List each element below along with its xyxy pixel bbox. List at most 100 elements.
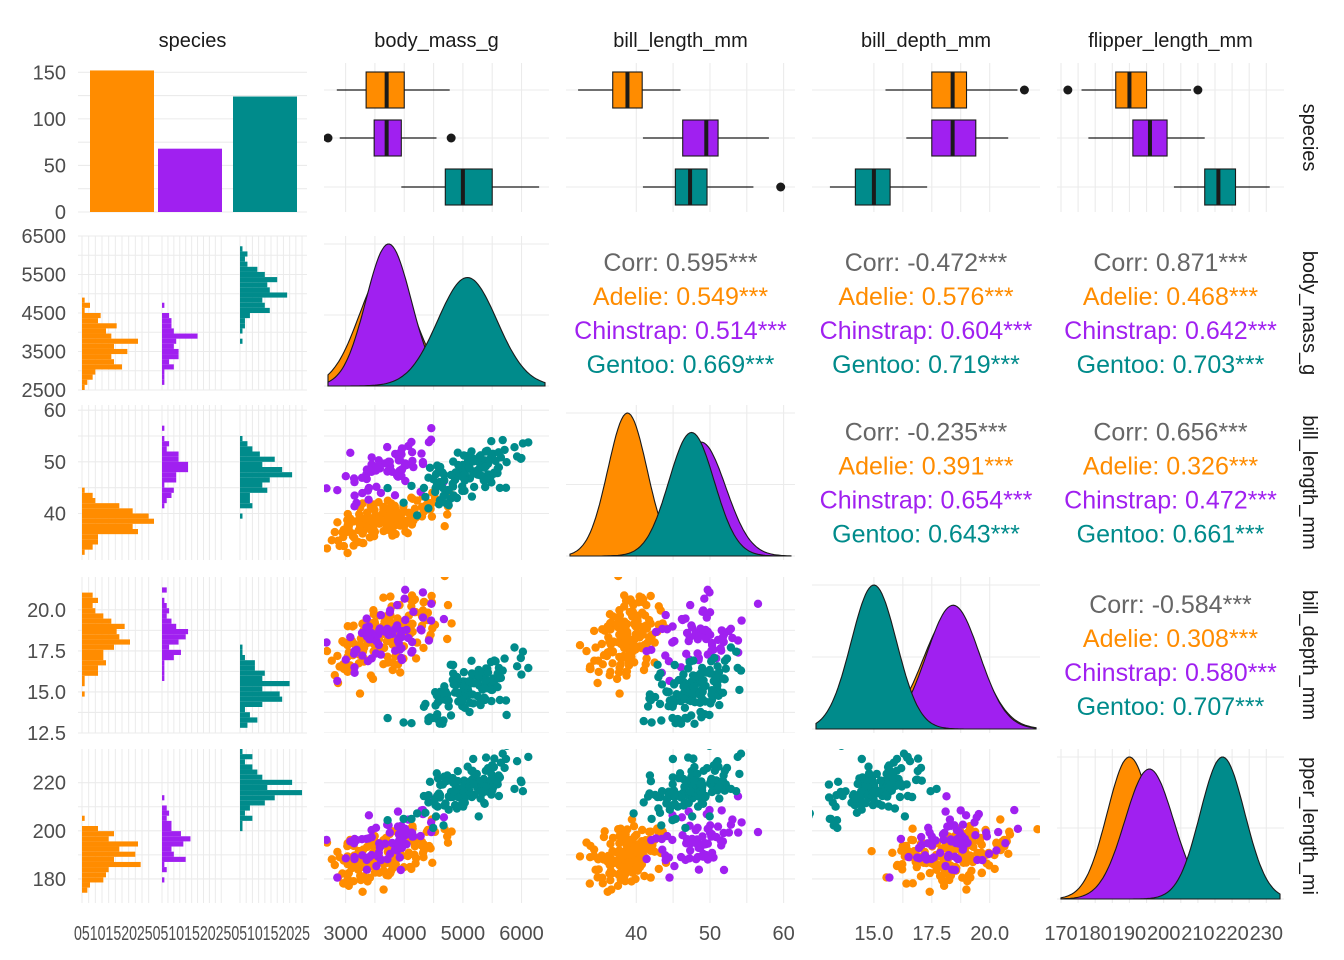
point-Chinstrap	[961, 811, 971, 820]
hist-bar-Gentoo	[240, 251, 248, 257]
hist-bar-Chinstrap	[162, 810, 170, 816]
box-Gentoo	[444, 168, 493, 206]
point-Gentoo	[407, 719, 416, 728]
point-Chinstrap	[661, 651, 670, 660]
point-Adelie	[608, 659, 617, 668]
point-Adelie	[339, 664, 349, 674]
point-Gentoo	[668, 816, 677, 825]
point-Chinstrap	[376, 488, 386, 498]
hist-bar-Chinstrap	[162, 665, 165, 671]
point-Chinstrap	[682, 835, 692, 844]
hist-bar-Chinstrap	[162, 477, 177, 483]
point-Adelie	[631, 862, 640, 872]
point-Chinstrap	[417, 449, 426, 458]
point-Gentoo	[446, 711, 456, 720]
point-Chinstrap	[929, 853, 938, 862]
point-Chinstrap	[324, 484, 331, 493]
tick-label: 17.5	[27, 641, 66, 663]
panel-density-body_mass_g	[324, 236, 549, 390]
hist-bar-Gentoo	[240, 451, 260, 457]
point-Chinstrap	[407, 448, 417, 457]
panel-species-flipper_length_mm	[1057, 63, 1284, 212]
point-Chinstrap	[716, 644, 725, 653]
point-Gentoo	[689, 776, 699, 785]
hist-bar-Gentoo	[240, 307, 270, 313]
point-Adelie	[603, 905, 611, 913]
hist-bar-Adelie	[82, 644, 114, 650]
point-Chinstrap	[401, 615, 410, 625]
point-Chinstrap	[958, 845, 967, 854]
hist-bar-Chinstrap	[162, 613, 167, 619]
point-Gentoo	[424, 791, 433, 800]
hist-bar-Gentoo	[240, 261, 248, 267]
point-Gentoo	[425, 777, 435, 786]
hist-bar-Gentoo	[240, 482, 263, 488]
point-Gentoo	[696, 707, 705, 717]
point-Adelie	[996, 815, 1005, 824]
point-Chinstrap	[371, 823, 381, 832]
panel-species-species	[78, 70, 307, 213]
tick-label: 6500	[22, 226, 67, 248]
point-Gentoo	[657, 680, 667, 689]
point-Chinstrap	[426, 435, 436, 444]
point-Gentoo	[452, 493, 462, 503]
hist-bar-Adelie	[82, 867, 109, 873]
point-Adelie	[642, 654, 651, 663]
hist-bar-Gentoo	[240, 256, 245, 262]
tick-label: 5000	[441, 923, 486, 945]
point-Gentoo	[431, 812, 441, 821]
tick-label: 12.5	[27, 723, 66, 745]
point-Gentoo	[719, 771, 728, 780]
hist-bar-Chinstrap	[162, 498, 167, 504]
point-Chinstrap	[401, 585, 410, 594]
tick-label: 15.0	[27, 682, 66, 704]
point-Chinstrap	[358, 488, 367, 498]
point-Adelie	[625, 650, 634, 659]
point-Gentoo	[449, 778, 458, 787]
column-strip-bill_depth_mm: bill_depth_mm	[861, 30, 991, 52]
point-Chinstrap	[682, 628, 692, 638]
point-Adelie	[386, 520, 395, 530]
point-Gentoo	[469, 482, 479, 492]
point-Chinstrap	[362, 614, 371, 623]
hist-bar-Adelie	[82, 815, 85, 821]
point-Adelie	[370, 516, 380, 525]
point-Chinstrap	[719, 865, 729, 875]
point-Gentoo	[686, 696, 695, 706]
point-Gentoo	[881, 790, 891, 800]
outlier-point	[324, 133, 333, 143]
hist-bar-Chinstrap	[162, 603, 167, 609]
point-Gentoo	[480, 799, 489, 808]
point-Gentoo	[501, 483, 511, 492]
point-Adelie	[646, 827, 655, 836]
point-Adelie	[346, 514, 355, 523]
point-Gentoo	[868, 776, 877, 786]
point-Adelie	[408, 494, 417, 503]
hist-bar-Chinstrap	[162, 302, 165, 308]
point-Gentoo	[412, 511, 422, 520]
tick-label: 40	[625, 923, 647, 945]
point-Gentoo	[707, 775, 716, 784]
hist-bar-Chinstrap	[162, 359, 170, 365]
hist-bar-Adelie	[82, 523, 133, 529]
point-Adelie	[617, 831, 626, 841]
panel-corr-bill_length_mm-flipper_length_mm: Corr: 0.656*** Adelie: 0.326*** Chinstrap:…	[1064, 419, 1277, 549]
point-Chinstrap	[424, 636, 434, 645]
panel-flipper_length_mm-species	[78, 749, 307, 903]
point-Gentoo	[675, 769, 685, 778]
point-Gentoo	[463, 762, 472, 771]
hist-bar-Adelie	[82, 503, 120, 509]
hist-bar-Chinstrap	[162, 472, 177, 478]
corr-text: Corr: 0.871***	[1093, 249, 1248, 277]
panel-corr-bill_length_mm-bill_depth_mm: Corr: -0.235*** Adelie: 0.391*** Chinstrap…	[820, 419, 1033, 549]
hist-bar-Chinstrap	[162, 846, 172, 852]
point-Gentoo	[695, 698, 705, 707]
density-Gentoo	[328, 276, 546, 387]
panel-body_mass_g-species	[78, 235, 307, 391]
point-Adelie	[902, 879, 911, 888]
hist-bar-Gentoo	[240, 323, 245, 329]
hist-bar-Gentoo	[240, 487, 268, 493]
point-Gentoo	[668, 754, 678, 764]
point-Chinstrap	[647, 645, 656, 654]
corr-text: Gentoo: 0.703***	[1077, 351, 1265, 379]
